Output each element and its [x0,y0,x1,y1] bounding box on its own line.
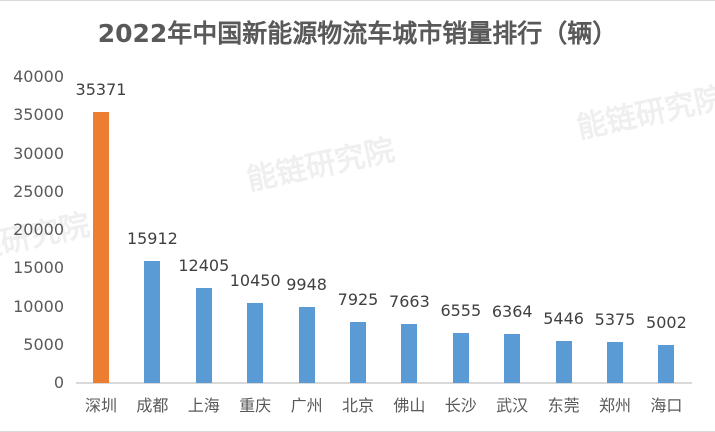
bar-5 [350,322,366,383]
x-category-label: 郑州 [598,396,631,415]
y-tick-label: 30000 [13,143,64,163]
bar-value-label: 5446 [543,309,584,329]
bar-value-label: 7663 [389,292,430,312]
bar-6 [401,324,418,383]
x-category-label: 武汉 [496,396,529,415]
x-category-label: 海口 [650,396,683,415]
bar-10 [607,341,623,383]
bar-value-label: 15912 [126,229,178,249]
bar-value-label: 6555 [440,300,482,320]
bar-value-label: 35371 [75,80,127,100]
x-category-label: 重庆 [239,396,272,415]
x-category-label: 深圳 [84,396,117,415]
y-tick-label: 15000 [13,258,64,278]
x-category-label: 北京 [341,396,374,415]
bar-8 [504,334,521,383]
bar-value-label: 9948 [286,274,327,294]
y-tick-label: 10000 [13,296,64,316]
y-tick-label: 35000 [13,105,64,125]
bar-value-label: 5002 [646,312,687,332]
bar-2 [195,288,212,383]
bar-value-label: 10450 [229,271,281,291]
bar-11 [658,344,675,383]
x-category-label: 成都 [136,396,169,415]
bar-9 [555,341,572,383]
bar-value-label: 7925 [337,290,379,310]
y-tick-label: 5000 [23,334,64,354]
y-tick-label: 25000 [13,181,64,201]
bar-1 [144,261,161,383]
bar-value-label: 6364 [491,302,533,322]
bar-3 [247,303,264,383]
x-category-label: 上海 [187,396,220,415]
bar-value-label: 12405 [178,256,230,276]
bar-value-label: 5375 [594,309,636,329]
x-category-label: 长沙 [444,396,477,415]
bar-4 [298,306,315,383]
y-tick-label: 0 [53,373,64,392]
chart-title: 2022年中国新能源物流车城市销量排行（辆） [97,19,618,48]
y-tick-label: 20000 [13,220,64,239]
y-tick-label: 40000 [13,67,64,86]
top-border [0,0,715,1]
bar-0 [93,112,109,383]
bar-7 [452,332,469,383]
x-category-label: 佛山 [393,396,426,415]
x-category-label: 广州 [290,396,323,415]
x-axis-line [76,382,693,384]
x-category-label: 东莞 [547,396,580,415]
